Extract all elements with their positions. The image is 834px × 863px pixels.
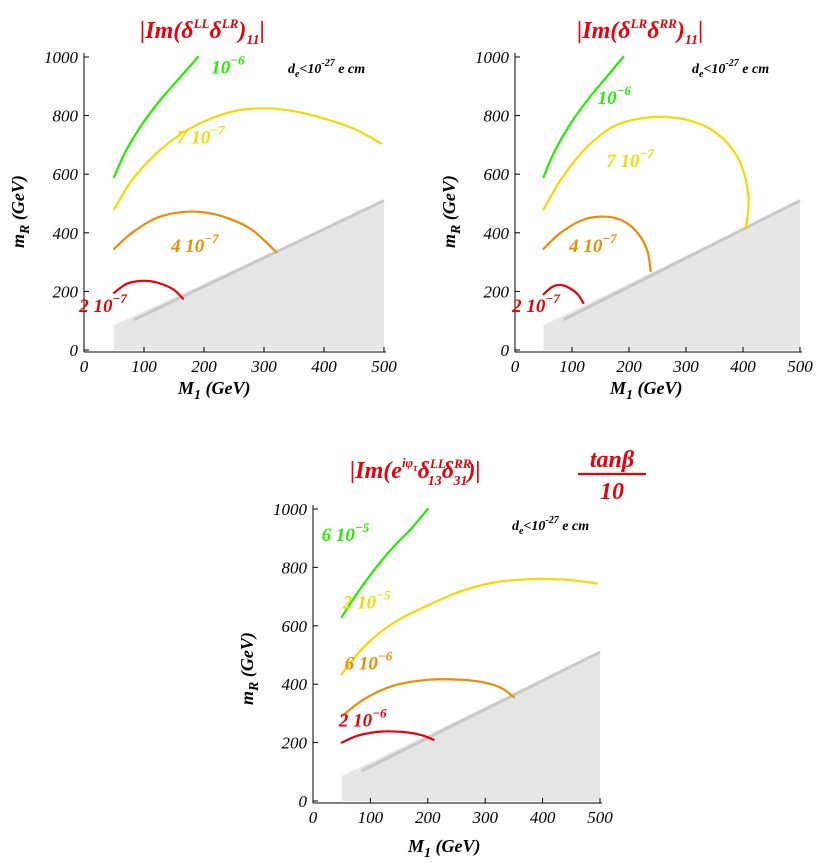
y-tick-label: 800 [484,107,510,126]
y-tick-label: 400 [53,224,79,243]
y-tick-label: 0 [299,792,308,811]
contour-label-2: 4 10−7 [170,231,219,257]
y-axis-label: mR (GeV) [237,632,262,705]
y-tick-label: 0 [70,341,79,360]
panel-title: |Im(δLRδRR)11| [577,16,703,48]
contour-label-1: 2 10−5 [342,587,391,613]
edm-constraint-label: de<10-27 e cm [512,515,589,537]
y-tick-label: 200 [53,282,79,301]
panel-im-e-phi-d13-d31: |Im(eiφτδLL 13δRR 31)| tanβ 10 0 100 200 300 4… [237,447,646,861]
y-tick-label: 1000 [273,500,308,519]
y-tick-label: 400 [282,675,308,694]
tanbeta-denominator: 10 [600,479,624,505]
y-tick-label: 600 [484,165,510,184]
x-tick-label: 500 [371,357,397,376]
y-tick-label: 800 [53,107,79,126]
y-tick-label: 200 [282,734,308,753]
y-tick-label: 800 [282,558,308,577]
plot-area: 0 100 200 300 400 500 0 200 400 600 800 1000 10−6 7 1… [44,48,397,376]
contour-label-1: 7 10−7 [177,122,225,148]
contour-line-1 [112,107,383,211]
y-tick-label: 400 [484,224,510,243]
contour-line-0 [112,55,200,179]
contour-label-2: 4 10−7 [568,231,617,257]
x-tick-label: 100 [131,357,157,376]
contour-label-0: 6 10−5 [322,520,370,546]
plot-area: 0 100 200 300 400 500 0 200 400 600 800 1000 10−6 7 1… [475,48,813,376]
tanbeta-numerator: tanβ [590,447,635,473]
x-tick-label: 300 [672,357,699,376]
x-tick-label: 300 [471,808,498,827]
contour-line-2 [112,210,278,253]
x-axis-label: M1 (GeV) [609,378,683,403]
y-tick-label: 200 [484,282,510,301]
excluded-region-edge [133,199,385,322]
x-tick-label: 300 [250,357,277,376]
x-tick-label: 400 [311,357,337,376]
contour-line-0 [340,507,429,619]
contour-line-2 [340,678,515,718]
contour-label-2: 6 10−6 [345,649,393,675]
contour-line-1 [340,577,599,676]
y-axis-label: mR (GeV) [439,175,464,248]
y-axis-label: mR (GeV) [8,175,33,248]
x-tick-label: 200 [191,357,217,376]
x-tick-label: 200 [616,357,642,376]
contour-line-3 [542,283,585,305]
contour-line-3 [112,279,185,300]
contour-label-0: 10−6 [211,53,245,79]
x-tick-label: 0 [80,357,89,376]
x-tick-label: 100 [559,357,585,376]
x-tick-label: 0 [309,808,318,827]
excluded-region [341,652,600,801]
y-tick-label: 600 [282,617,308,636]
x-axis-label: M1 (GeV) [177,378,251,403]
x-tick-label: 400 [530,808,556,827]
contour-label-1: 7 10−7 [606,146,654,172]
contour-label-3: 2 10−7 [78,291,127,317]
y-tick-label: 600 [53,165,79,184]
x-axis-label: M1 (GeV) [407,836,481,861]
x-tick-label: 100 [358,808,384,827]
contour-line-1 [542,115,750,230]
panel-im-dlr-drr: |Im(δLRδRR)11| 0 100 200 300 400 500 0 200 400 60… [439,16,813,403]
panel-title: |Im(δLLδLR)11| [140,16,265,48]
x-tick-label: 500 [787,357,813,376]
edm-constraint-label: de<10-27 e cm [692,58,769,80]
excluded-region [543,200,800,350]
x-tick-label: 200 [415,808,441,827]
y-tick-label: 0 [501,341,510,360]
contour-line-2 [542,215,652,272]
panel-title: |Im(eiφτδLL 13δRR 31)| [350,455,481,489]
excluded-region-edge [361,650,601,773]
panel-im-dll-dlr: |Im(δLLδLR)11| 0 100 200 300 400 500 0 200 400 60… [8,16,397,403]
y-tick-label: 1000 [475,48,510,67]
edm-constraint-label: de<10-27 e cm [288,58,365,80]
contour-line-3 [340,730,435,744]
contour-line-0 [542,55,625,179]
plot-area: 0 100 200 300 400 500 0 200 400 600 800 1000 6 10−5 2… [273,500,613,827]
x-tick-label: 400 [730,357,756,376]
y-tick-label: 1000 [44,48,79,67]
contour-label-0: 10−6 [598,83,632,109]
x-tick-label: 500 [587,808,613,827]
contour-label-3: 2 10−6 [338,706,387,732]
contour-label-3: 2 10−7 [511,291,560,317]
x-tick-label: 0 [511,357,520,376]
excluded-region-edge [562,199,801,322]
excluded-region [114,200,384,350]
